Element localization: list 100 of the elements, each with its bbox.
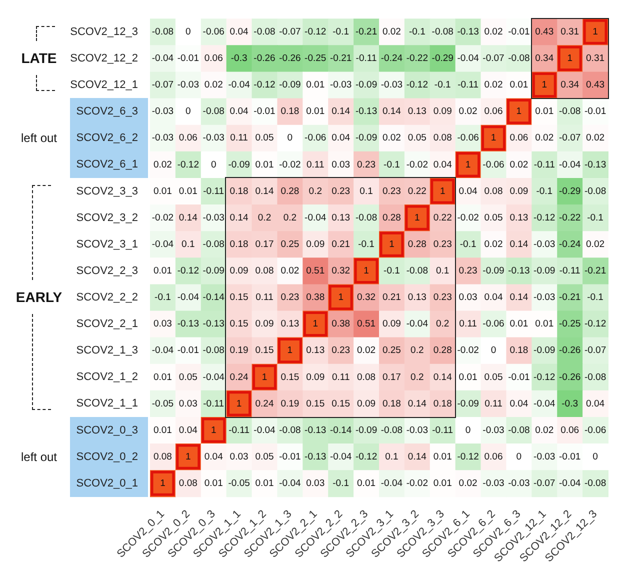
data-label: 0.09	[433, 106, 452, 118]
data-label: -0.03	[534, 292, 556, 304]
data-label: 0.04	[178, 424, 198, 436]
y-tick-label: SCOV2_1_2	[76, 371, 138, 384]
data-label: -0.08	[355, 212, 378, 224]
data-label: -0.09	[355, 424, 378, 436]
data-label: -0.1	[460, 238, 476, 250]
data-label: 0.18	[280, 106, 300, 118]
data-label: 0.03	[306, 478, 325, 490]
data-label: -0.3	[230, 53, 248, 64]
data-label: 0.02	[382, 26, 401, 38]
data-label: 0	[186, 26, 191, 38]
data-label: 0.01	[306, 106, 325, 118]
data-label: -0.03	[482, 478, 504, 490]
data-label: 0.14	[382, 106, 401, 118]
data-label: -0.04	[457, 53, 479, 64]
data-label: 0.01	[535, 106, 554, 118]
data-label: 0.02	[510, 159, 528, 170]
data-label: 1	[440, 186, 446, 197]
data-label: -0.08	[559, 106, 581, 118]
text: left out	[20, 130, 58, 148]
data-label: 0.04	[230, 26, 248, 38]
data-label: -0.03	[152, 106, 174, 118]
data-label: -0.13	[304, 424, 326, 436]
data-label: 0.08	[484, 186, 503, 197]
text: left out	[20, 448, 58, 466]
data-label: -0.1	[332, 478, 350, 490]
data-label: 0.14	[433, 372, 452, 383]
data-label: -0.11	[534, 159, 555, 170]
y-tick-label: SCOV2_0_2	[76, 450, 138, 463]
data-label: 1	[542, 80, 548, 91]
data-label: 0.11	[256, 292, 274, 304]
data-label: -0.04	[152, 345, 174, 356]
text: EARLY	[14, 288, 64, 308]
data-label: 0.28	[382, 212, 401, 224]
data-label: 1	[567, 53, 572, 64]
data-label: -0.1	[434, 80, 451, 91]
data-label: 0.21	[382, 292, 401, 304]
data-label: 1	[516, 106, 522, 118]
data-label: -0.06	[482, 159, 504, 170]
data-label: -0.13	[202, 318, 224, 330]
data-label: -0.09	[534, 345, 556, 356]
data-label: 1	[210, 424, 216, 436]
data-label: -0.08	[254, 26, 276, 38]
data-label: 0.13	[306, 345, 325, 356]
data-label: -0.04	[406, 318, 428, 330]
data-label: -0.1	[332, 26, 350, 38]
data-label: 0.18	[230, 186, 248, 197]
data-label: 0.01	[510, 80, 528, 91]
data-label: -0.04	[559, 159, 581, 170]
data-label: 0.04	[433, 159, 452, 170]
data-label: 0.14	[408, 451, 426, 462]
data-label: 0	[516, 451, 522, 462]
data-label: 0.18	[433, 398, 452, 410]
data-label: -0.01	[177, 345, 199, 356]
data-label: 0.2	[436, 318, 450, 330]
data-label: 0.14	[510, 292, 528, 304]
data-label: -0.08	[432, 26, 454, 38]
data-label: 0.08	[433, 132, 452, 144]
data-label: 0.06	[484, 106, 503, 118]
data-label: -0.09	[355, 132, 378, 144]
data-label: -0.06	[482, 318, 504, 330]
y-tick-label: SCOV2_2_1	[76, 318, 138, 330]
data-label: 0.31	[560, 26, 580, 38]
data-label: 0.14	[332, 106, 350, 118]
data-label: -0.03	[202, 212, 224, 224]
data-label: 0.23	[382, 186, 401, 197]
data-label: 0.14	[230, 212, 248, 224]
data-label: 0.01	[255, 478, 274, 490]
data-label: 0.01	[153, 424, 172, 436]
data-label: -0.08	[202, 345, 224, 356]
data-label: 1	[312, 318, 318, 330]
data-label: 0.09	[306, 372, 325, 383]
data-label: 0.03	[332, 159, 350, 170]
data-label: -0.3	[562, 398, 578, 410]
data-label: -0.13	[457, 26, 479, 38]
data-label: -0.02	[406, 478, 428, 490]
data-label: 0.01	[255, 159, 274, 170]
data-label: 1	[414, 212, 420, 224]
data-label: 0.19	[280, 398, 300, 410]
data-label: -0.04	[534, 398, 556, 410]
y-tick-label: SCOV2_0_1	[76, 477, 138, 490]
data-label: 0.01	[433, 478, 452, 490]
data-label: 0.01	[433, 451, 452, 462]
data-label: -0.13	[304, 451, 326, 462]
y-tick-label: SCOV2_3_2	[76, 212, 138, 224]
data-label: -0.07	[534, 478, 556, 490]
data-label: -0.08	[380, 424, 403, 436]
data-label: -0.09	[534, 266, 556, 277]
data-label: 0.38	[306, 292, 325, 304]
data-label: 0.34	[560, 80, 580, 91]
data-label: -0.21	[584, 266, 606, 277]
y-tick-label: SCOV2_2_3	[76, 264, 138, 277]
data-label: -0.11	[203, 186, 224, 197]
data-label: 0.04	[484, 292, 503, 304]
data-label: 0.19	[230, 345, 248, 356]
data-label: -0.24	[380, 53, 403, 64]
data-label: 0.05	[408, 132, 426, 144]
data-label: -0.01	[177, 53, 199, 64]
data-label: -0.26	[559, 372, 581, 383]
